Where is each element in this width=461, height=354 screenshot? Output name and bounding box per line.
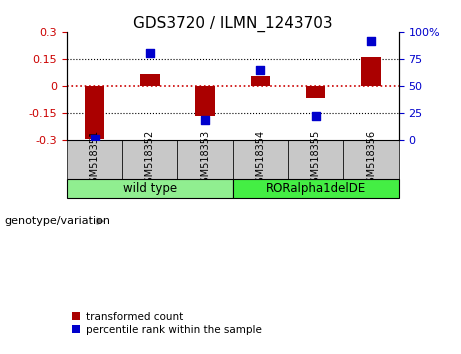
Bar (361, 57, 381, 86)
Bar (140, 74, 160, 86)
Text: RORalpha1delDE: RORalpha1delDE (266, 182, 366, 195)
Point (91, 136, 98, 142)
Bar (233, 140, 288, 179)
Bar (195, 86, 215, 116)
Text: wild type: wild type (123, 182, 177, 195)
Bar (122, 140, 177, 179)
Bar (67, 140, 122, 179)
Text: GSM518352: GSM518352 (145, 130, 155, 189)
Point (201, 118, 209, 123)
Text: GSM518351: GSM518351 (89, 130, 100, 189)
Bar (251, 76, 270, 86)
Text: GSM518353: GSM518353 (200, 130, 210, 189)
Text: genotype/variation: genotype/variation (5, 216, 111, 226)
Bar (177, 140, 233, 179)
Text: GSM518356: GSM518356 (366, 130, 376, 189)
Bar (288, 140, 343, 179)
Point (312, 113, 319, 119)
Title: GDS3720 / ILMN_1243703: GDS3720 / ILMN_1243703 (133, 16, 333, 32)
Point (367, 38, 375, 43)
Bar (306, 86, 325, 98)
Point (257, 67, 264, 73)
Bar (233, 179, 399, 198)
Text: GSM518354: GSM518354 (255, 130, 266, 189)
Legend: transformed count, percentile rank within the sample: transformed count, percentile rank withi… (72, 312, 261, 335)
Bar (67, 179, 233, 198)
Bar (343, 140, 399, 179)
Text: GSM518355: GSM518355 (311, 130, 321, 189)
Bar (85, 86, 104, 139)
Point (146, 51, 154, 56)
